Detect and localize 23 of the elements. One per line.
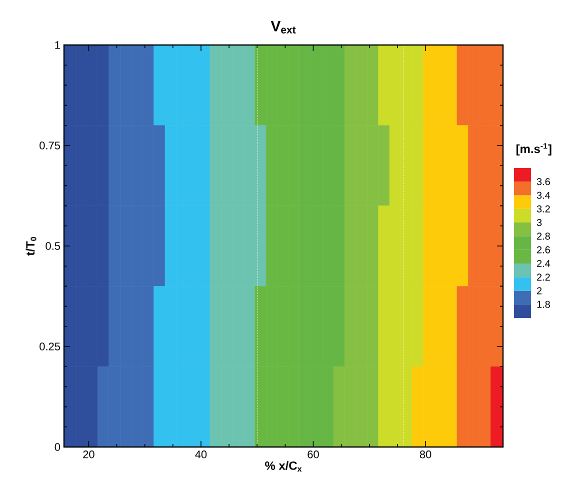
y-tick-label: 0 — [54, 443, 60, 451]
color-bar-label: 3.4 — [536, 192, 550, 199]
x-tick-label: 40 — [195, 450, 207, 458]
color-bar-label: 2.4 — [537, 260, 550, 267]
y-tick-label: 1 — [55, 41, 60, 49]
color-bar-label: 2.8 — [537, 232, 550, 240]
color-bar-label: 3.2 — [536, 205, 550, 212]
color-bar-label: 3 — [536, 219, 542, 226]
y-tick-label: 0.75 — [40, 142, 60, 150]
color-bar-label: 1.8 — [537, 300, 550, 308]
x-tick-label: 60 — [308, 450, 319, 458]
color-bar-label: 2 — [537, 287, 542, 294]
y-axis-title: t/T$_{0}$ — [26, 237, 36, 256]
color-bar-title: [m.s$^{-1}$] — [516, 143, 552, 156]
y-tick-label: 0.25 — [40, 342, 60, 350]
color-bar-label: 2.2 — [537, 274, 550, 281]
chart-title: V$_{ext}$ — [270, 20, 296, 34]
y-tick-label: 0.5 — [46, 242, 60, 250]
x-tick-label: 80 — [420, 450, 432, 458]
x-tick-label: 20 — [83, 450, 94, 458]
color-bar-label: 2.6 — [537, 246, 550, 254]
color-bar-label: 3.6 — [536, 178, 550, 186]
x-axis-title: % x/C$_{x}$ — [265, 461, 302, 472]
